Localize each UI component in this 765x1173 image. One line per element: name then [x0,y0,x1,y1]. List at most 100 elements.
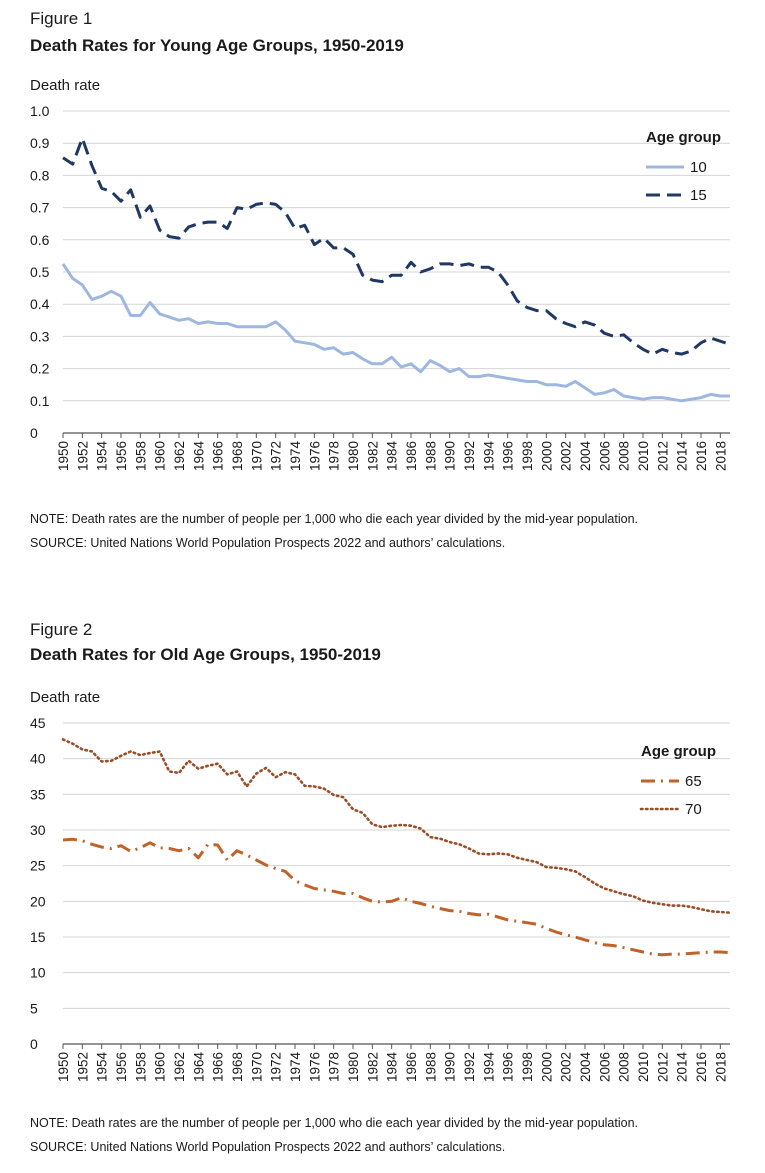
y-tick-label: 15 [30,929,46,945]
x-tick-label-1990: 1990 [443,1052,458,1082]
y-tick-label: 0.2 [30,361,50,377]
y-tick-label: 0.7 [30,200,50,216]
x-tick-label-1976: 1976 [307,1052,322,1082]
legend-title: Age group [646,129,721,146]
y-tick-label: 25 [30,858,46,874]
x-tick-label-1998: 1998 [520,1052,535,1082]
x-tick-label-1976: 1976 [307,441,322,471]
y-tick-label: 0.4 [30,296,50,312]
x-tick-label-1980: 1980 [346,1052,361,1082]
x-tick-label-1994: 1994 [481,1052,496,1083]
x-tick-label-1950: 1950 [56,441,71,471]
x-tick-label-1964: 1964 [191,441,206,472]
x-tick-label-1982: 1982 [365,1052,380,1082]
x-tick-label-1990: 1990 [443,441,458,471]
x-tick-label-1982: 1982 [365,441,380,471]
x-tick-label-1956: 1956 [114,441,129,471]
legend-label-10: 10 [690,159,707,176]
x-tick-label-1988: 1988 [423,441,438,471]
x-tick-label-1950: 1950 [56,1052,71,1082]
chart-1: Death rate 0 0.1 0.2 0.3 0.4 0.5 0.6 0.7 0.8 0.9 1.… [30,77,731,472]
x-tick-label-2006: 2006 [597,1052,612,1082]
x-tick-label-2014: 2014 [675,1052,690,1083]
y-tick-label: 10 [30,965,46,981]
x-tick-label-2000: 2000 [539,1052,554,1082]
x-tick-label-1998: 1998 [520,441,535,471]
x-tick-label-2008: 2008 [617,441,632,471]
x-tick-label-1992: 1992 [462,441,477,471]
x-tick-label-1986: 1986 [404,441,419,471]
y-tick-label: 0.6 [30,232,50,248]
x-tick-label-1960: 1960 [153,1052,168,1082]
legend-label-65: 65 [685,773,702,790]
y-tick-label: 35 [30,786,46,802]
x-tick-label-2010: 2010 [636,1052,651,1082]
y-tick-label: 0.9 [30,135,50,151]
legend-title: Age group [641,743,716,760]
x-tick-label-2016: 2016 [694,1052,709,1082]
y-tick-label: 40 [30,751,46,767]
x-tick-label-1974: 1974 [288,1052,303,1083]
x-tick-label-1972: 1972 [269,1052,284,1082]
x-tick-label-1978: 1978 [327,441,342,471]
legend-label-15: 15 [690,187,707,204]
y-tick-label: 0 [30,425,38,441]
x-tick-label-1960: 1960 [153,441,168,471]
y-tick-label: 0.1 [30,393,50,409]
x-tick-label-1994: 1994 [481,441,496,472]
x-tick-label-1968: 1968 [230,1052,245,1082]
x-tick-label-1996: 1996 [501,441,516,471]
x-tick-label-1996: 1996 [501,1052,516,1082]
y-tick-label: 5 [30,1000,38,1016]
x-tick-label-1952: 1952 [75,441,90,471]
x-tick-label-1986: 1986 [404,1052,419,1082]
x-tick-label-1992: 1992 [462,1052,477,1082]
y-tick-label: 45 [30,715,46,731]
y-tick-label: 0 [30,1036,38,1052]
x-tick-label-1980: 1980 [346,441,361,471]
x-tick-label-1954: 1954 [95,441,110,472]
y-tick-label: 0.8 [30,167,50,183]
x-tick-label-2002: 2002 [559,1052,574,1082]
y-tick-label: 0.3 [30,328,50,344]
x-tick-label-2002: 2002 [559,441,574,471]
x-tick-label-1970: 1970 [249,1052,264,1082]
x-tick-label-1984: 1984 [385,1052,400,1083]
x-tick-label-1958: 1958 [133,441,148,471]
x-tick-label-2006: 2006 [597,441,612,471]
figure-2-title: Death Rates for Old Age Groups, 1950-201… [30,645,381,664]
x-tick-label-2016: 2016 [694,441,709,471]
x-tick-label-2004: 2004 [578,1052,593,1083]
x-tick-label-2000: 2000 [539,441,554,471]
chart-2: Death rate 0 5 10 15 20 25 30 35 40 45 1950 1952 1954… [30,689,732,1083]
x-tick-label-1972: 1972 [269,441,284,471]
y-axis-label: Death rate [30,77,100,94]
x-tick-label-1966: 1966 [211,1052,226,1082]
x-tick-label-2012: 2012 [655,441,670,471]
x-tick-label-1958: 1958 [133,1052,148,1082]
x-tick-label-2004: 2004 [578,441,593,472]
x-tick-label-2018: 2018 [713,1052,728,1082]
x-tick-label-1974: 1974 [288,441,303,472]
series-line-65 [62,837,731,957]
x-tick-label-1966: 1966 [211,441,226,471]
x-tick-label-1954: 1954 [95,1052,110,1083]
series-line-15 [62,136,731,356]
y-tick-label: 0.5 [30,264,50,280]
y-tick-label: 1.0 [30,103,50,119]
y-tick-label: 20 [30,893,46,909]
y-axis-label: Death rate [30,689,100,706]
x-tick-label-1956: 1956 [114,1052,129,1082]
x-tick-label-2012: 2012 [655,1052,670,1082]
figure-2-source: SOURCE: United Nations World Population … [30,1140,506,1154]
legend-label-70: 70 [685,801,702,818]
series-line-10 [61,263,730,403]
x-tick-label-1984: 1984 [385,441,400,472]
series-line-70 [61,738,732,914]
x-tick-label-2014: 2014 [675,441,690,472]
figure-2-label: Figure 2 [30,620,93,639]
figure-1-source: SOURCE: United Nations World Population … [30,536,506,550]
x-tick-label-1952: 1952 [75,1052,90,1082]
x-tick-label-2008: 2008 [617,1052,632,1082]
x-tick-label-1962: 1962 [172,1052,187,1082]
